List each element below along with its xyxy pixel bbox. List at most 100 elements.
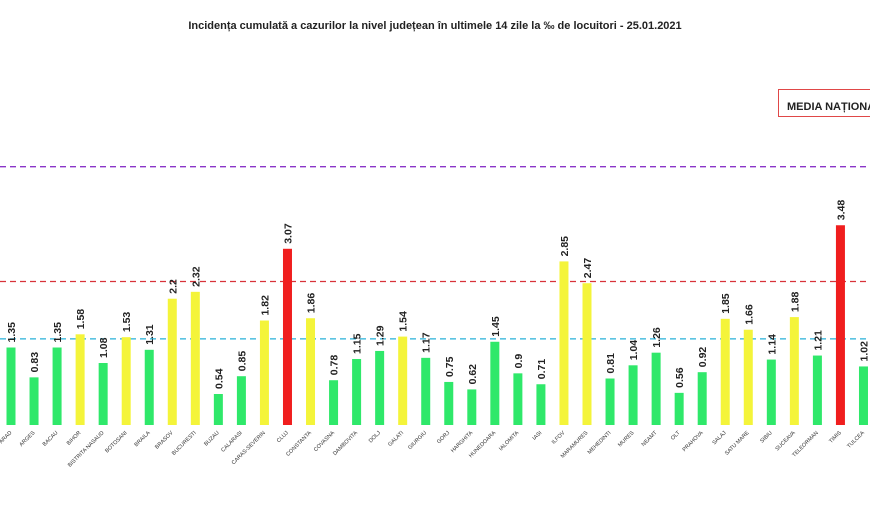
value-label-4: 1.08: [98, 337, 110, 358]
bar-7: [167, 298, 177, 425]
value-label-20: 0.62: [467, 364, 479, 385]
category-label-3: BIHOR: [66, 430, 83, 447]
category-label-6: BRAILA: [134, 430, 152, 448]
value-label-5: 1.53: [121, 312, 133, 333]
category-label-8: BUCURESTI: [171, 430, 198, 457]
value-label-26: 0.81: [605, 353, 617, 374]
value-label-13: 1.86: [306, 293, 318, 314]
category-label-18: GIURGIU: [407, 430, 428, 451]
category-label-20: HARGHITA: [450, 430, 474, 454]
category-label-29: OLT: [670, 430, 682, 442]
category-label-7: BRASOV: [154, 430, 175, 451]
category-label-16: DOLJ: [368, 430, 382, 444]
value-label-21: 1.45: [490, 316, 502, 337]
value-label-9: 0.54: [213, 368, 225, 389]
bar-31: [720, 318, 730, 425]
category-label-12: CLUJ: [276, 430, 290, 444]
value-label-32: 1.66: [743, 304, 755, 325]
category-label-28: NEAMT: [641, 430, 659, 448]
bar-24: [559, 261, 569, 425]
value-label-11: 1.82: [259, 295, 271, 316]
value-label-1: 0.83: [29, 352, 41, 373]
category-label-22: IALOMITA: [498, 430, 520, 452]
bar-33: [766, 359, 776, 425]
value-label-3: 1.58: [75, 309, 87, 330]
bar-23: [536, 384, 546, 425]
category-label-24: ILFOV: [551, 430, 567, 446]
value-label-25: 2.47: [582, 258, 594, 279]
bar-2: [52, 347, 62, 425]
value-label-23: 0.71: [536, 359, 548, 380]
value-label-19: 0.75: [444, 356, 456, 377]
category-label-33: SIBIU: [759, 430, 773, 444]
category-label-31: SALAJ: [712, 430, 728, 446]
category-label-15: DAMBOVITA: [332, 430, 359, 457]
value-label-34: 1.88: [789, 291, 801, 312]
value-label-37: 1.02: [858, 341, 870, 362]
bar-1: [29, 377, 39, 425]
bar-15: [352, 358, 362, 425]
value-label-17: 1.54: [398, 311, 410, 332]
bar-9: [213, 394, 223, 425]
legend-label: MEDIA NAȚIONALĂ: [787, 101, 870, 113]
bar-21: [490, 341, 500, 425]
value-label-36: 3.48: [835, 200, 847, 221]
bar-27: [628, 365, 638, 425]
value-label-7: 2.2: [167, 279, 179, 294]
bar-4: [98, 363, 108, 425]
value-label-16: 1.29: [375, 325, 387, 346]
bar-13: [306, 318, 316, 425]
value-label-10: 0.85: [236, 351, 248, 372]
category-label-19: GORJ: [436, 430, 451, 445]
bar-32: [743, 329, 753, 425]
category-label-36: TIMIS: [828, 430, 843, 445]
value-label-18: 1.17: [421, 332, 433, 353]
bar-35: [812, 355, 822, 425]
bar-28: [651, 352, 661, 425]
bar-12: [282, 248, 292, 425]
value-label-28: 1.26: [651, 327, 663, 348]
category-label-23: IASI: [532, 430, 544, 442]
category-label-26: MEHEDINTI: [587, 430, 613, 456]
value-label-0: 1.35: [6, 322, 18, 343]
category-label-10: CALARASI: [220, 430, 244, 454]
bar-34: [789, 317, 799, 425]
value-label-30: 0.92: [697, 347, 709, 368]
bar-25: [582, 283, 592, 425]
bar-18: [421, 357, 431, 425]
value-label-33: 1.14: [766, 334, 778, 355]
value-label-8: 2.32: [190, 266, 202, 287]
category-label-0: ARAD: [0, 430, 13, 445]
value-label-22: 0.9: [513, 354, 525, 369]
value-labels: 1.35 0.83 1.35 1.58 1.08 1.53 1.31 2.2 2.32 0.54 0…: [6, 200, 870, 389]
bar-8: [190, 291, 200, 425]
bar-6: [144, 349, 154, 425]
bar-19: [444, 381, 454, 425]
bar-series: [6, 225, 868, 425]
value-label-31: 1.85: [720, 293, 732, 314]
bar-11: [259, 320, 269, 425]
category-label-1: ARGES: [19, 430, 37, 448]
value-label-15: 1.15: [352, 333, 364, 354]
category-label-9: BUZAU: [203, 430, 220, 447]
bar-37: [858, 366, 868, 425]
value-label-35: 1.21: [812, 330, 824, 351]
value-label-14: 0.78: [329, 355, 341, 376]
bar-20: [467, 389, 477, 425]
category-label-17: GALATI: [387, 430, 405, 448]
category-label-27: MURES: [617, 430, 636, 449]
bar-17: [398, 336, 408, 425]
category-label-5: BOTOSANI: [104, 430, 129, 455]
bar-14: [329, 380, 339, 425]
bar-16: [375, 350, 385, 425]
category-label-34: SUCEAVA: [775, 430, 797, 452]
category-label-37: TULCEA: [846, 430, 866, 450]
value-label-27: 1.04: [628, 340, 640, 361]
bar-22: [513, 373, 523, 425]
bar-30: [697, 372, 707, 425]
value-label-6: 1.31: [144, 324, 156, 345]
value-label-24: 2.85: [559, 236, 571, 257]
